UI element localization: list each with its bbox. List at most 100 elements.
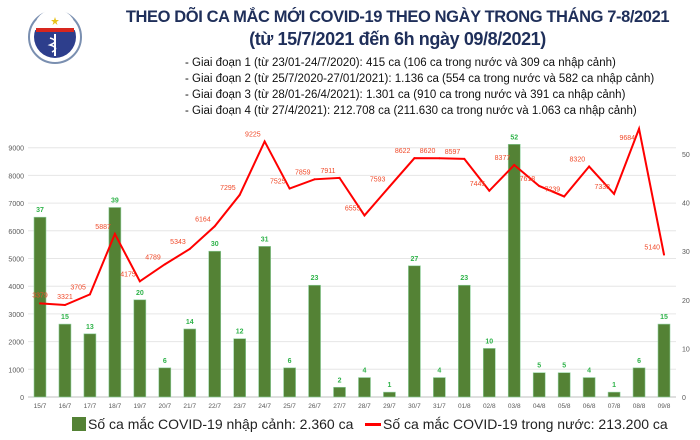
line-data-label: 8320 (570, 157, 586, 164)
x-axis-tick-label: 04/8 (533, 403, 546, 410)
x-axis-tick-label: 24/7 (258, 403, 271, 410)
line-point-20/7 (163, 263, 166, 266)
bar-imported-15/7 (33, 216, 47, 398)
left-axis-tick-label: 7000 (8, 201, 24, 208)
bar-data-label: 14 (186, 319, 194, 326)
x-axis-tick-label: 31/7 (433, 403, 446, 410)
line-point-25/7 (288, 187, 291, 190)
legend-line-swatch (365, 422, 381, 426)
line-point-30/7 (413, 157, 416, 160)
bar-data-label: 1 (612, 382, 616, 389)
bar-data-label: 4 (363, 368, 367, 375)
line-data-label: 8597 (445, 149, 461, 156)
bar-imported-27/7 (333, 386, 346, 398)
chart-subtitle: (từ 15/7/2021 đến 6h ngày 09/8/2021) (249, 29, 546, 49)
bar-data-label: 12 (236, 329, 244, 336)
line-data-label: 7239 (545, 186, 561, 193)
line-point-02/8 (488, 189, 491, 192)
line-point-16/7 (63, 304, 66, 307)
line-data-label: 6555 (345, 205, 361, 212)
phase-3: - Giai đoạn 3 (từ 28/01-26/4/2021): 1.30… (185, 89, 626, 101)
bar-imported-31/7 (433, 377, 446, 398)
x-axis-tick-label: 27/7 (333, 403, 346, 410)
line-data-label: 8622 (395, 148, 411, 155)
bar-data-label: 37 (36, 207, 44, 214)
legend-line: Số ca mắc COVID-19 trong nước: 213.200 c… (365, 416, 668, 432)
line-point-04/8 (538, 184, 541, 187)
line-point-08/8 (638, 127, 641, 130)
bar-imported-26/7 (308, 284, 321, 398)
chart-title: THEO DÕI CA MẮC MỚI COVID-19 THEO NGÀY T… (125, 8, 670, 26)
left-axis-tick-label: 1000 (8, 367, 24, 374)
bar-imported-05/8 (557, 372, 571, 398)
line-point-23/7 (238, 193, 241, 196)
legend-bar: Số ca mắc COVID-19 nhập cảnh: 2.360 ca (72, 416, 353, 432)
line-data-label: 3705 (70, 284, 86, 291)
bar-data-label: 15 (61, 314, 69, 321)
x-axis-tick-label: 28/7 (358, 403, 371, 410)
x-axis-tick-label: 25/7 (283, 403, 296, 410)
bar-data-label: 1 (387, 382, 391, 389)
bar-data-label: 6 (163, 358, 167, 365)
x-axis-tick-label: 30/7 (408, 403, 421, 410)
line-data-label: 7593 (370, 177, 386, 184)
bar-data-label: 27 (411, 256, 419, 263)
right-axis-tick-label: 30 (682, 249, 690, 256)
line-data-label: 5343 (170, 239, 186, 246)
phase-2: - Giai đoạn 2 (từ 25/7/2020-27/01/2021):… (185, 73, 655, 85)
left-axis-tick-label: 9000 (8, 146, 24, 153)
x-axis-tick-label: 07/8 (608, 403, 621, 410)
x-axis-tick-label: 19/7 (134, 403, 147, 410)
line-point-17/7 (88, 293, 91, 296)
bar-data-label: 5 (537, 363, 541, 370)
x-axis-tick-label: 26/7 (308, 403, 321, 410)
right-axis-tick-label: 50 (682, 152, 690, 159)
x-axis-tick-label: 02/8 (483, 403, 496, 410)
line-data-label: 5887 (95, 224, 111, 231)
line-data-label: 7618 (520, 176, 536, 183)
x-axis-tick-label: 08/8 (633, 403, 646, 410)
right-axis-tick-label: 0 (682, 395, 686, 402)
phase-summary: - Giai đoạn 1 (từ 23/01-24/7/2020): 415 … (185, 55, 654, 119)
bar-data-label: 23 (460, 275, 468, 282)
line-data-label: 9225 (245, 131, 261, 138)
bar-data-label: 4 (437, 368, 441, 375)
bar-imported-17/7 (83, 333, 97, 398)
bar-data-label: 6 (288, 358, 292, 365)
bar-imported-29/7 (383, 391, 396, 398)
line-point-06/8 (588, 165, 591, 168)
bar-imported-16/7 (58, 323, 72, 398)
x-axis-tick-label: 17/7 (84, 403, 97, 410)
bar-imported-06/8 (582, 377, 596, 398)
x-axis-tick-label: 16/7 (59, 403, 72, 410)
phase-4: - Giai đoạn 4 (từ 27/4/2021): 212.708 ca… (185, 105, 637, 117)
bar-data-label: 4 (587, 368, 591, 375)
phase-1: - Giai đoạn 1 (từ 23/01-24/7/2020): 415 … (185, 57, 616, 69)
bar-imported-03/8 (507, 143, 521, 398)
line-data-label: 7295 (220, 185, 236, 192)
bar-data-label: 52 (510, 134, 518, 141)
x-axis-tick-label: 05/8 (558, 403, 571, 410)
x-axis-tick-label: 18/7 (109, 403, 122, 410)
x-axis-tick-label: 15/7 (34, 403, 47, 410)
x-axis-tick-label: 20/7 (158, 403, 171, 410)
bar-data-label: 20 (136, 290, 144, 297)
bar-imported-09/8 (657, 323, 671, 398)
line-data-label: 7333 (595, 184, 611, 191)
bar-imported-02/8 (482, 348, 496, 398)
legend-bar-swatch (72, 417, 86, 431)
bar-imported-18/7 (108, 207, 122, 398)
line-data-label: 4789 (145, 254, 161, 261)
line-point-03/8 (513, 163, 516, 166)
bar-data-label: 39 (111, 197, 119, 204)
line-data-label: 3379 (32, 292, 48, 299)
bar-data-label: 2 (338, 377, 342, 384)
line-point-15/7 (39, 302, 41, 305)
right-axis-tick-label: 20 (682, 298, 690, 305)
x-axis-tick-label: 22/7 (208, 403, 221, 410)
line-data-label: 9684 (619, 135, 635, 142)
line-point-31/7 (438, 157, 441, 160)
bar-data-label: 30 (211, 241, 219, 248)
